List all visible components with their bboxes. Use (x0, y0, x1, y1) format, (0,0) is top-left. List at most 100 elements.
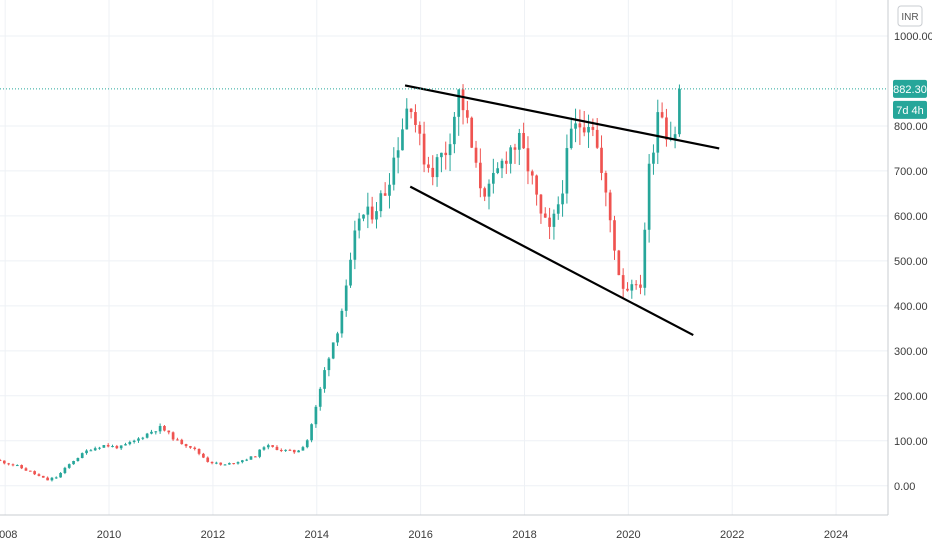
candle-body (591, 126, 595, 130)
candle-body (652, 152, 655, 164)
candle-body (223, 464, 227, 466)
candle-body (67, 464, 71, 468)
chart-grid (0, 0, 888, 515)
candle-body (370, 206, 374, 220)
candle-body (197, 448, 201, 454)
candle-body (93, 448, 97, 451)
candle-body (418, 124, 422, 134)
x-tick-label: 2024 (824, 529, 848, 541)
candle-body (210, 461, 214, 464)
last-price-badge: 882.30 (893, 84, 927, 96)
candle-body (656, 112, 660, 153)
candle-body (292, 449, 296, 453)
candle-body (15, 465, 19, 467)
candle-body (189, 446, 192, 448)
price-axis[interactable]: 0.00 100.00 200.00 300.00 400.00 500.00 600.00… (894, 31, 932, 493)
candle-body (297, 450, 300, 453)
candle-body (249, 456, 253, 460)
candle-body (405, 108, 409, 130)
candle-body (409, 108, 413, 113)
candle-body (522, 132, 525, 149)
candle-body (543, 213, 547, 218)
candle-body (513, 147, 517, 150)
candle-body (496, 168, 500, 173)
candle-body (253, 456, 257, 458)
candle-body (604, 172, 608, 193)
candle-body (271, 445, 274, 447)
candle-body (206, 457, 210, 462)
candle-body (600, 147, 603, 173)
candle-body (474, 147, 478, 163)
candle-body (630, 284, 634, 291)
candle-body (314, 406, 318, 425)
candle-body (46, 477, 49, 481)
trendline[interactable] (404, 84, 720, 150)
candle-body (362, 214, 365, 219)
candle-body (202, 453, 205, 458)
candle-body (2, 460, 6, 464)
candle-body (279, 449, 283, 451)
candle-body (54, 477, 58, 479)
candle-body (634, 284, 638, 286)
candle-body (457, 89, 461, 117)
y-tick-label: 400.00 (894, 301, 928, 313)
candle-body (466, 110, 469, 118)
candle-body (375, 211, 378, 220)
candle-body (388, 184, 391, 196)
candle-body (582, 127, 586, 133)
candle-body (526, 148, 530, 172)
candle-body (444, 152, 448, 156)
candle-body (0, 460, 2, 462)
candle-body (106, 445, 110, 447)
candle-body (288, 449, 292, 451)
candle-body (137, 438, 140, 441)
candle-body (219, 462, 223, 465)
y-tick-label: 500.00 (894, 256, 928, 268)
trendline[interactable] (409, 185, 694, 337)
candle-body (180, 439, 184, 445)
candle-body (258, 449, 261, 457)
candle-body (20, 465, 23, 469)
candle-body (176, 439, 179, 441)
candle-body (379, 193, 383, 212)
candle-body (111, 446, 114, 448)
x-tick-label: 2020 (616, 529, 640, 541)
candle-body (548, 217, 551, 227)
candle-body (383, 193, 387, 196)
candle-body (72, 460, 75, 465)
candle-body (509, 147, 512, 164)
candle-body (414, 112, 417, 125)
candle-body (193, 447, 197, 449)
candle-body (483, 188, 487, 197)
candle-body (487, 183, 491, 197)
candle-body (535, 175, 538, 195)
candle-body (344, 285, 348, 311)
candle-body (660, 112, 664, 118)
candle-body (556, 204, 560, 214)
currency-button[interactable]: INR (897, 5, 923, 27)
candle-body (76, 458, 80, 461)
candle-body (80, 453, 84, 459)
candle-body (349, 259, 352, 286)
candle-body (440, 152, 443, 158)
candle-body (453, 116, 456, 145)
candle-body (617, 250, 621, 276)
candle-body (284, 449, 287, 451)
candle-body (665, 117, 668, 140)
time-axis[interactable]: 2008 2010 2012 2014 2016 2018 2020 2022 2024 (0, 529, 848, 541)
candle-body (119, 445, 123, 449)
candle-body (461, 89, 465, 111)
candle-body (184, 444, 188, 447)
candle-body (28, 470, 32, 472)
candle-body (539, 194, 543, 214)
y-tick-label: 300.00 (894, 346, 928, 358)
y-tick-label: 100.00 (894, 436, 928, 448)
candle-body (673, 134, 677, 139)
candle-body (154, 431, 158, 433)
candle-body (435, 157, 439, 178)
candle-body (7, 463, 10, 465)
candle-body (150, 431, 153, 434)
candle-body (331, 342, 335, 359)
x-tick-label: 2010 (97, 529, 121, 541)
